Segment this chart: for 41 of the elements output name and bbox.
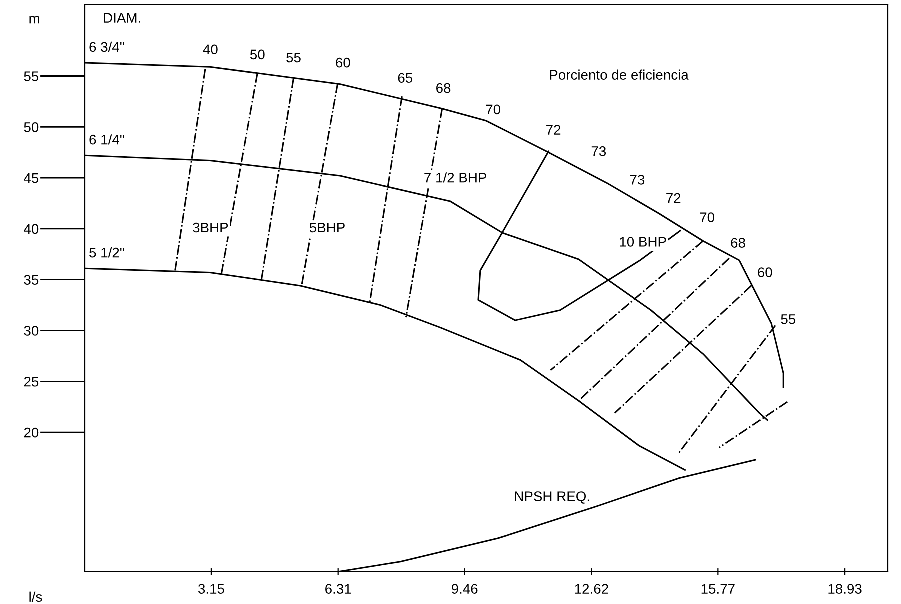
annotation: DIAM. (104, 13, 140, 23)
x-tick-label: 3.15 (198, 584, 224, 594)
x-tick-label: 15.77 (702, 584, 735, 594)
y-tick-label: 25 (24, 376, 39, 387)
series-label: 6 3/4" (90, 42, 124, 52)
y-axis-title: m (30, 16, 40, 24)
annotation: 72 (546, 125, 561, 135)
y-tick-label: 50 (24, 122, 39, 132)
y-tick-label: 20 (24, 428, 39, 438)
annotation: 73 (592, 146, 606, 156)
x-tick-label: 12.62 (575, 584, 608, 594)
x-tick-label: 9.46 (452, 584, 478, 594)
annotation: 3BHP (193, 222, 228, 233)
x-tick-label: 18.93 (828, 584, 862, 594)
y-tick-label: 55 (24, 72, 39, 82)
annotation: 73 (630, 175, 645, 185)
y-tick-label: 40 (24, 224, 39, 234)
annotation: 70 (486, 104, 501, 115)
y-tick-label: 30 (24, 326, 39, 336)
annotation: 60 (336, 58, 350, 68)
annotation: Porciento de eficiencia (550, 70, 689, 80)
series-label: 5 1/2" (90, 248, 124, 258)
annotation: 55 (781, 314, 796, 324)
annotation: 10 BHP (620, 237, 666, 247)
annotation: 50 (250, 50, 265, 60)
annotation: 68 (436, 83, 451, 94)
annotation: 40 (203, 44, 218, 55)
x-axis-title: l/s (30, 592, 42, 602)
annotation: 7 1/2 BHP (424, 172, 487, 183)
annotation: NPSH REQ. (515, 492, 590, 504)
annotation: 70 (700, 212, 715, 222)
y-tick-label: 45 (24, 174, 39, 184)
annotation: 5BHP (310, 222, 345, 233)
annotation: 65 (398, 73, 413, 84)
y-tick-label: 35 (24, 275, 39, 286)
annotation: 68 (731, 238, 746, 248)
series-label: 6 1/4" (90, 134, 124, 145)
x-tick-label: 6.31 (326, 584, 352, 594)
annotation: 60 (758, 268, 772, 278)
annotation: 72 (666, 193, 681, 204)
annotation: 55 (286, 52, 301, 63)
